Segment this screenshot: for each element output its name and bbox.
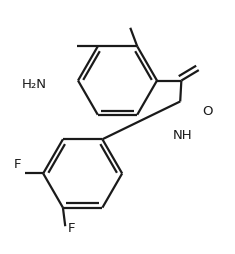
Text: NH: NH [173,129,193,142]
Text: F: F [67,221,75,234]
Text: H₂N: H₂N [22,77,47,90]
Text: F: F [14,158,21,171]
Text: O: O [202,105,213,118]
